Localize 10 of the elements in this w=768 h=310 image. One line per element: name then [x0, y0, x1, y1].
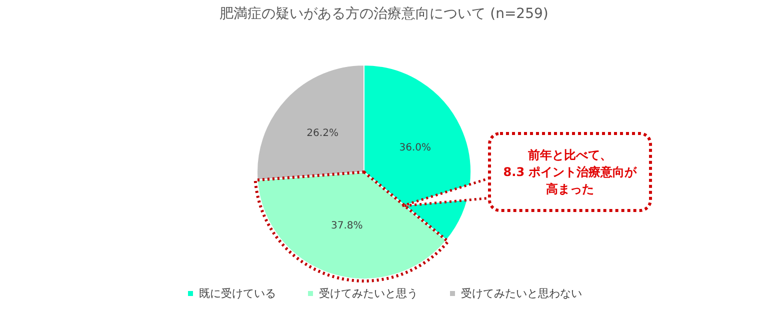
data-label: 26.2% — [306, 128, 338, 140]
data-label: 36.0% — [399, 142, 432, 154]
legend-label: 受けてみたいと思う — [319, 287, 418, 300]
chart-title: 肥満症の疑いがある方の治療意向について (n=259) — [220, 6, 548, 22]
text: 8.3 ポイント治療意向が — [503, 164, 637, 180]
data-label: 37.8% — [330, 220, 363, 232]
text: 前年と比べて、 — [528, 146, 612, 164]
legend-label: 既に受けている — [199, 287, 276, 300]
legend-label: 受けてみたいと思わない — [461, 287, 582, 300]
text: 高まった — [546, 180, 594, 198]
